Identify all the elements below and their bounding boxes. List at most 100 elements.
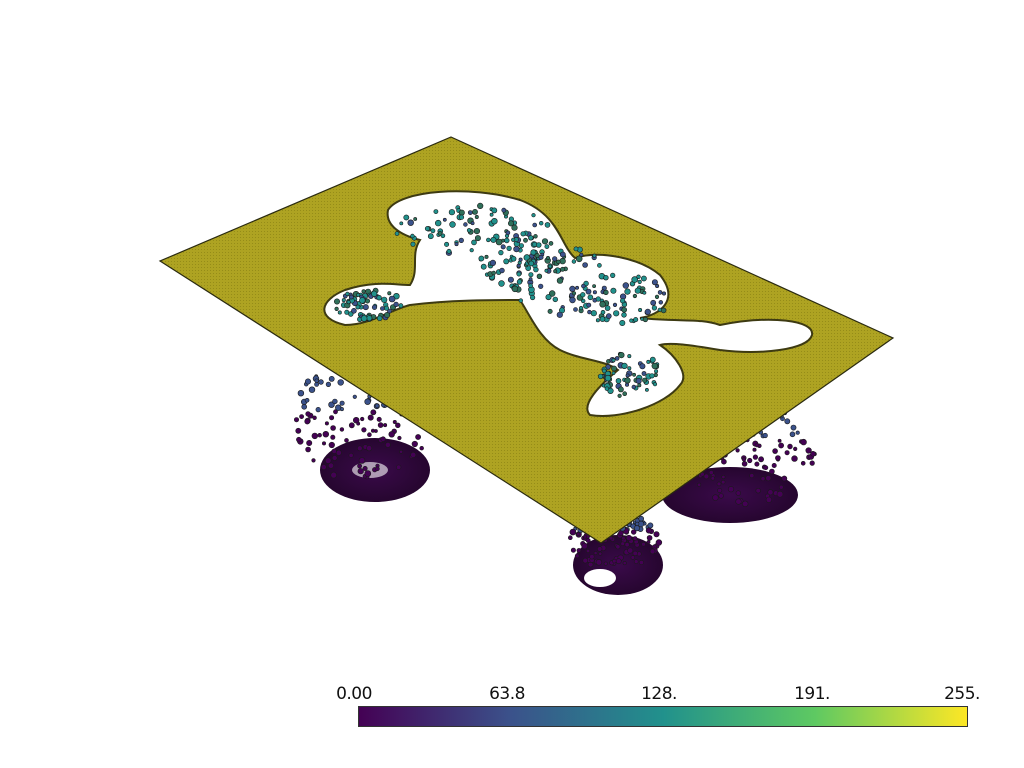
particle [314,381,319,387]
particle [632,536,638,541]
particle [538,221,544,226]
particle [504,237,510,244]
particle [574,553,580,559]
particle [613,310,620,317]
particle [299,414,304,419]
particle [586,302,592,308]
particle [771,462,777,468]
particle [793,446,798,452]
particle [377,422,384,428]
particle [595,296,601,302]
particle [383,423,388,428]
particle [621,362,628,370]
particle [655,283,660,288]
particle [541,238,549,245]
particle [345,291,350,297]
particle [571,259,577,264]
particle [603,561,608,566]
particle [610,287,617,294]
particle [614,356,620,361]
particle [735,448,740,453]
particle [708,470,714,475]
particle [446,248,452,254]
particle [580,298,586,304]
particle [559,257,566,265]
particle [646,535,653,541]
particle [442,217,447,222]
particle [320,464,327,470]
particle [641,541,646,547]
particle [581,542,588,550]
particle [635,521,640,527]
particle [772,448,778,454]
particle [559,251,566,258]
particle [611,365,617,372]
particle [639,363,646,370]
particle [474,215,479,220]
particle [604,386,610,391]
particle [503,258,510,265]
particle [362,465,368,471]
particle [511,285,519,293]
particle [651,305,658,311]
particle [398,303,404,309]
particle [749,473,755,479]
particle [520,231,526,237]
particle [472,208,478,215]
particle [474,235,481,242]
particle [765,475,772,482]
particle [395,422,401,428]
particle [781,475,788,482]
particle [528,277,533,282]
particle [754,442,760,448]
particle [312,415,317,420]
particle [791,455,798,462]
particle [297,390,305,397]
particle [469,248,474,253]
particle [356,421,361,426]
particle [410,233,415,239]
particle [380,436,386,442]
particle [651,279,658,286]
particle [587,294,594,301]
particle [632,550,638,557]
particle [624,377,631,384]
particle [499,267,505,274]
particle [361,289,366,294]
particle [752,454,759,460]
particles-in-hole [333,202,667,398]
particle [507,276,514,283]
particle [433,209,439,214]
particle [333,298,340,305]
particle [448,209,456,216]
particle [528,272,534,278]
particle [762,432,768,439]
colorbar-tick-label-0: 0.00 [336,684,372,704]
particle [371,290,378,297]
particle [387,308,392,314]
particle [376,416,382,422]
particle [621,306,628,313]
particle [339,407,344,412]
particle [621,312,627,318]
particle [337,310,342,315]
particle [654,294,660,300]
particle [625,534,632,541]
lobe-right [662,467,798,523]
particle [380,306,385,311]
particle [295,427,302,434]
particle [528,235,534,241]
particle [765,496,773,503]
particle [334,306,339,312]
particle [467,210,473,215]
particle [458,214,465,220]
particle [490,236,497,243]
particle [567,535,573,541]
particle [622,391,628,397]
particle [348,452,354,458]
particle [314,378,319,383]
particle [419,446,424,451]
colorbar-tick-label-1: 63.8 [489,684,525,704]
